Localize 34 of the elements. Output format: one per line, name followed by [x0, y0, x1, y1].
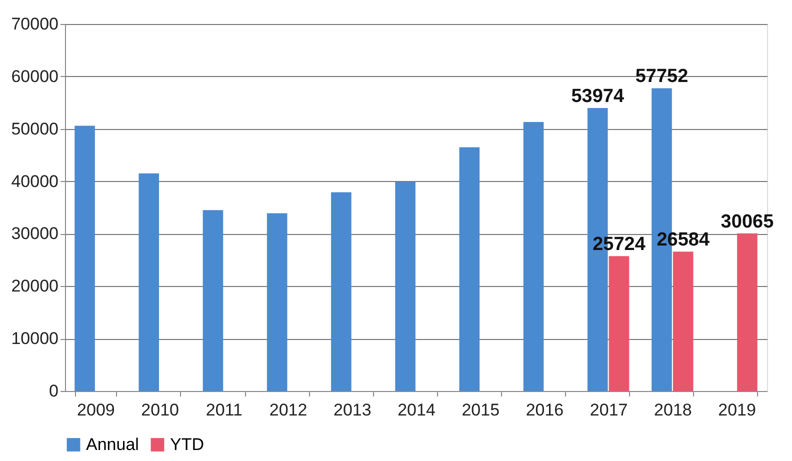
- legend-label: YTD: [170, 434, 204, 454]
- legend-label: Annual: [86, 434, 139, 454]
- bar: [266, 213, 288, 391]
- x-tick-label: 2019: [718, 400, 756, 420]
- bar: [672, 252, 694, 391]
- y-tick-label: 40000: [11, 172, 58, 191]
- bar: [202, 210, 224, 391]
- x-tick-label: 2014: [398, 400, 436, 420]
- bar: [608, 256, 630, 391]
- x-tick-label: 2017: [590, 400, 628, 420]
- x-tick-label: 2018: [654, 400, 692, 420]
- x-tick-label: 2012: [269, 400, 308, 420]
- x-tick-label: 2011: [206, 400, 242, 420]
- bar: [395, 182, 416, 391]
- y-tick-label: 20000: [11, 276, 58, 296]
- bar: [138, 173, 160, 391]
- x-tick-label: 2010: [141, 400, 179, 420]
- bar: [459, 147, 480, 391]
- bar: [331, 192, 352, 391]
- x-tick-label: 2013: [333, 400, 372, 420]
- y-tick-label: 60000: [11, 66, 58, 86]
- bar: [74, 126, 95, 391]
- y-tick-label: 10000: [11, 329, 58, 348]
- y-tick-label: 70000: [11, 14, 58, 34]
- bar: [523, 122, 544, 391]
- x-tick-label: 2016: [526, 400, 564, 420]
- x-tick-label: 2009: [77, 400, 115, 420]
- x-tick-label: 2015: [462, 400, 500, 420]
- y-tick-label: 50000: [11, 119, 58, 138]
- data-label: 30065: [720, 211, 774, 232]
- data-label: 53974: [571, 86, 624, 108]
- bar: [737, 233, 758, 391]
- y-tick-label: 30000: [11, 224, 58, 244]
- y-tick-label: 0: [49, 382, 58, 400]
